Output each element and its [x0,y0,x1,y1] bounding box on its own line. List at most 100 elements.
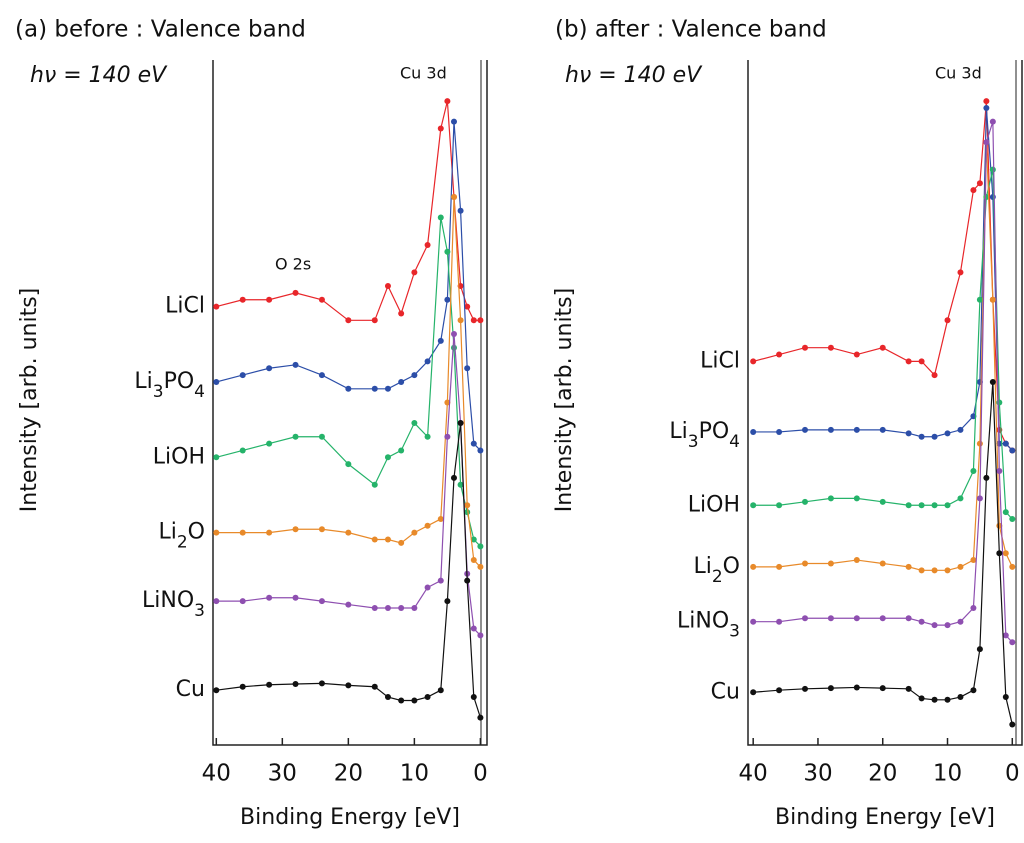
series-line [216,333,481,636]
data-point [918,695,925,702]
data-point [1002,509,1009,516]
x-axis-label: Binding Energy [eV] [775,805,995,830]
data-point [1009,515,1016,522]
series-line [216,196,481,568]
data-point [879,615,886,622]
data-point [457,420,464,427]
data-point [750,618,757,625]
series-line [753,381,1013,725]
data-point [1009,447,1016,454]
legend-label: LiNO3 [677,609,740,642]
x-tick-label: 20 [868,761,897,787]
data-point [905,615,912,622]
data-point [345,529,352,536]
data-point [802,344,809,351]
data-point [477,714,484,721]
data-point [213,687,220,694]
data-point [266,365,273,372]
data-point [371,536,378,543]
data-point [424,522,431,529]
data-point [802,426,809,433]
data-point [905,685,912,692]
data-point [345,461,352,468]
data-point [989,118,996,125]
data-point [345,317,352,324]
x-tick-label: 0 [1005,761,1020,787]
data-point [411,605,418,611]
data-point [918,358,925,365]
data-point [444,296,451,303]
data-point [292,289,299,296]
data-point [457,317,464,324]
data-point [470,694,477,701]
data-point [776,687,783,694]
data-point [944,567,951,574]
data-point [957,426,964,433]
data-point [239,529,246,536]
series-line [216,121,481,451]
data-point [266,529,273,536]
data-point [411,372,418,379]
data-point [989,194,996,200]
data-point [444,433,451,440]
data-point [918,502,925,509]
annotation: hν = 140 eV [30,63,168,88]
data-point [853,426,860,433]
data-point [776,502,783,509]
data-point [477,543,484,550]
data-point [470,536,477,543]
data-point [444,399,451,406]
data-point [957,694,964,701]
data-point [853,351,860,358]
series-line [753,121,1013,643]
data-point [970,605,977,611]
data-point [384,694,391,701]
data-point [750,563,757,570]
chart-title: (a) before : Valence band [15,17,306,43]
data-point [292,681,299,688]
data-point [318,433,325,440]
data-point [918,618,925,625]
data-point [477,447,484,454]
series-line [216,422,481,718]
data-point [464,502,471,509]
data-point [470,440,477,447]
annotation: O 2s [275,255,311,274]
data-point [750,689,757,696]
data-point [213,598,220,605]
legend-label: LiOH [153,444,205,469]
y-axis-label: Intensity [arb. units] [17,288,42,512]
data-point [457,207,464,214]
data-point [477,632,484,639]
x-tick-label: 20 [334,761,363,787]
data-point [976,495,983,502]
data-point [802,498,809,505]
data-point [444,248,451,255]
data-point [318,372,325,379]
data-point [802,685,809,692]
data-point [411,420,418,427]
data-point [292,526,299,533]
data-point [464,365,471,372]
data-point [450,344,457,351]
data-point [996,550,1003,557]
data-point [970,468,977,474]
axis-frame [212,60,488,746]
data-point [450,474,457,481]
data-point [398,605,405,611]
data-point [213,454,220,461]
data-point [983,104,990,111]
data-point [853,684,860,691]
data-point [957,269,964,276]
data-point [239,683,246,690]
data-point [470,625,477,632]
data-point [239,296,246,303]
data-point [424,694,431,701]
data-point [318,526,325,533]
data-point [827,344,834,351]
x-tick-label: 30 [268,761,297,787]
series-line [753,169,1013,520]
data-point [424,584,431,591]
legend-label: Cu [176,677,205,702]
